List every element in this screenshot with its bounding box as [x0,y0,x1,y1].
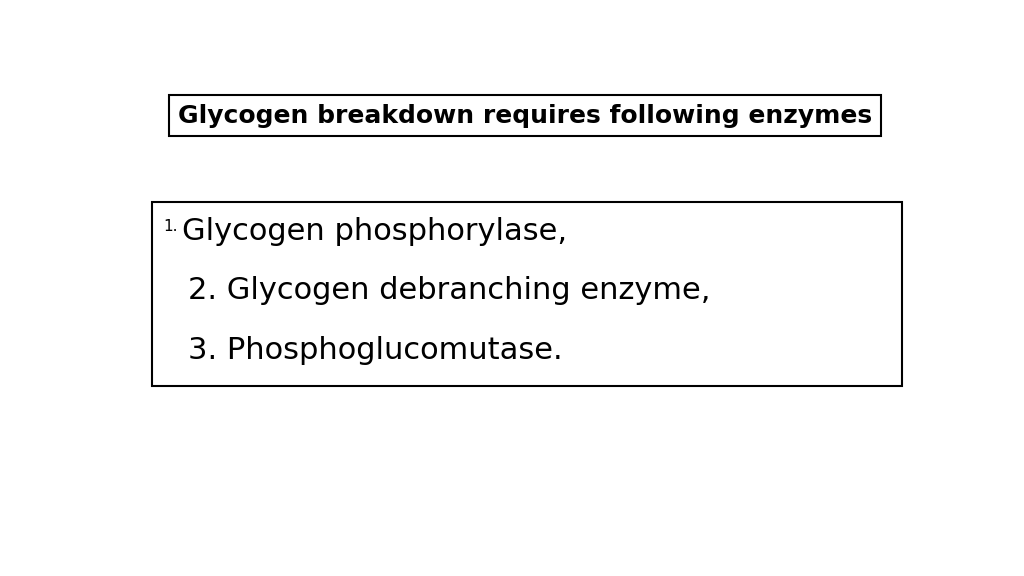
Text: 1.: 1. [164,219,178,234]
FancyBboxPatch shape [152,202,902,386]
Text: 2. Glycogen debranching enzyme,: 2. Glycogen debranching enzyme, [187,276,710,305]
Text: 3. Phosphoglucomutase.: 3. Phosphoglucomutase. [187,336,562,365]
Text: Glycogen phosphorylase,: Glycogen phosphorylase, [182,217,567,245]
Text: Glycogen breakdown requires following enzymes: Glycogen breakdown requires following en… [178,104,871,128]
